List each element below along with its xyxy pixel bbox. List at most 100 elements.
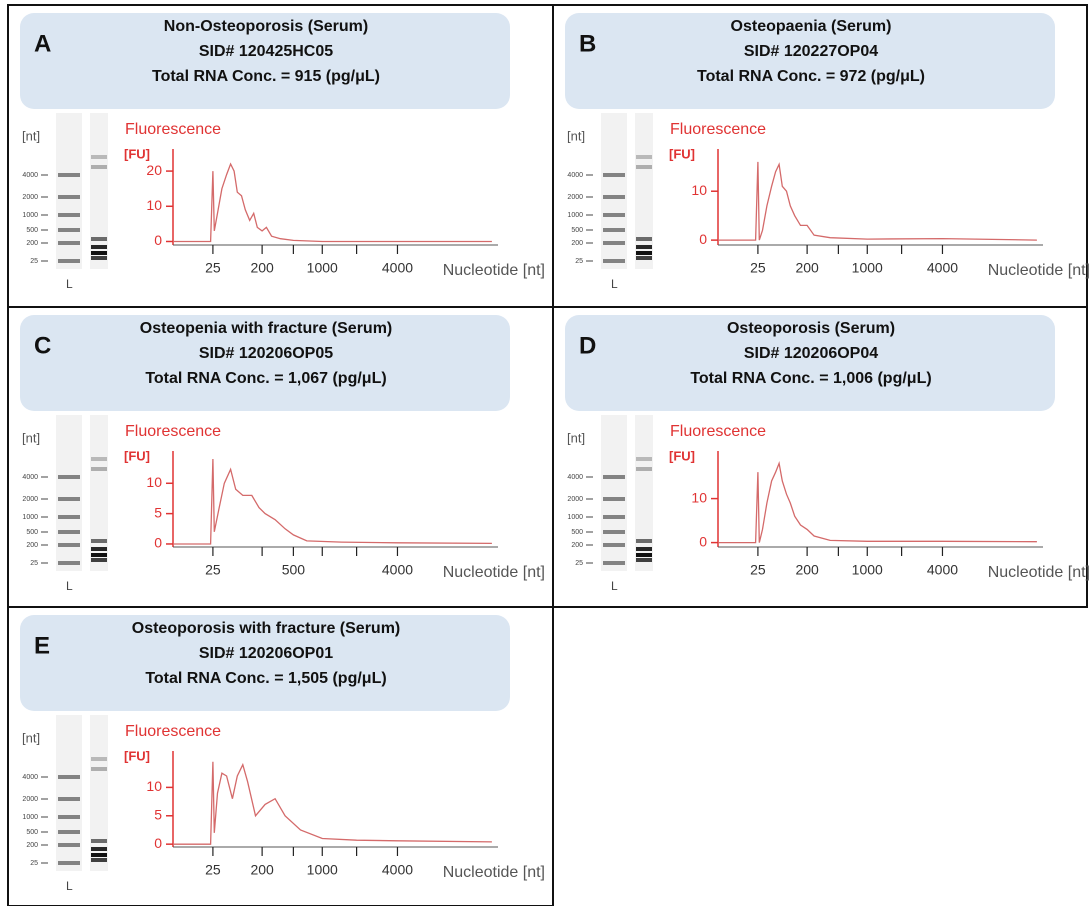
trace xyxy=(718,162,1037,240)
x-tick-label: 25 xyxy=(205,562,221,578)
gel-ladder-band xyxy=(603,561,625,565)
gel-unit: [nt] xyxy=(22,128,40,143)
gel-ladder-label: 25 xyxy=(30,258,38,265)
panel-subtitle: Total RNA Conc. = 1,505 (pg/μL) xyxy=(145,670,386,687)
gel-ladder-label: 4000 xyxy=(22,774,38,781)
x-tick-label: 200 xyxy=(250,260,274,276)
x-axis-label: Nucleotide [nt] xyxy=(988,564,1090,581)
x-tick-label: 4000 xyxy=(382,562,413,578)
gel-sample-band xyxy=(91,165,107,169)
gel-ladder-label: 2000 xyxy=(567,496,583,503)
gel-sample-band xyxy=(91,251,107,255)
gel-sample-band xyxy=(91,839,107,843)
gel-ladder-band xyxy=(603,515,625,519)
gel-ladder-band xyxy=(603,530,625,534)
panel-subtitle: SID# 120425HC05 xyxy=(199,43,333,60)
panel-title: Osteopaenia (Serum) xyxy=(731,18,892,35)
y-tick-label: 10 xyxy=(691,489,707,505)
panel: E Osteoporosis with fracture (Serum) SID# … xyxy=(8,607,553,906)
gel-ladder-label: 4000 xyxy=(22,172,38,179)
gel-ladder-label: 25 xyxy=(575,560,583,567)
gel-ladder-band xyxy=(603,241,625,245)
x-tick-label: 500 xyxy=(282,562,306,578)
gel-ladder-band xyxy=(58,475,80,479)
gel-sample-band xyxy=(636,558,652,562)
gel-ladder-label: 200 xyxy=(26,542,38,549)
gel-ladder-label: 2000 xyxy=(22,796,38,803)
gel-ladder-label: 1000 xyxy=(22,514,38,521)
gel-sample-band xyxy=(636,165,652,169)
gel-sample-band xyxy=(91,847,107,851)
panel-subtitle: SID# 120206OP05 xyxy=(199,345,333,362)
gel-sample-band xyxy=(91,256,107,260)
gel-ladder-band xyxy=(58,228,80,232)
y-axis-title: Fluorescence xyxy=(670,121,766,138)
gel-ladder-label: 2000 xyxy=(567,194,583,201)
y-tick-label: 5 xyxy=(154,504,162,520)
y-tick-label: 10 xyxy=(146,197,162,213)
gel-ladder-band xyxy=(58,543,80,547)
gel-sample-band xyxy=(636,553,652,557)
y-tick-label: 0 xyxy=(154,232,162,248)
panel-subtitle: Total RNA Conc. = 1,006 (pg/μL) xyxy=(690,370,931,387)
gel-ladder-band xyxy=(58,797,80,801)
gel-sample-band xyxy=(636,539,652,543)
gel-sample-band xyxy=(636,467,652,471)
gel-lane xyxy=(56,715,82,871)
x-tick-label: 25 xyxy=(750,260,766,276)
gel-ladder-band xyxy=(58,213,80,217)
x-tick-label: 25 xyxy=(750,562,766,578)
y-axis-label: [FU] xyxy=(124,146,150,161)
y-tick-label: 10 xyxy=(146,778,162,794)
gel-ladder-band xyxy=(58,830,80,834)
panel-title: Non-Osteoporosis (Serum) xyxy=(164,18,368,35)
panel-title: Osteopenia with fracture (Serum) xyxy=(140,320,393,337)
y-axis-label: [FU] xyxy=(669,146,695,161)
panel-title: Osteoporosis with fracture (Serum) xyxy=(132,620,401,637)
gel-lane-label: L xyxy=(66,879,73,893)
gel-ladder-label: 500 xyxy=(571,529,583,536)
x-tick-label: 4000 xyxy=(382,260,413,276)
y-tick-label: 0 xyxy=(154,835,162,851)
gel-ladder-label: 200 xyxy=(26,842,38,849)
gel-ladder-band xyxy=(58,195,80,199)
gel-unit: [nt] xyxy=(567,430,585,445)
gel-ladder-label: 25 xyxy=(30,860,38,867)
y-axis-label: [FU] xyxy=(124,748,150,763)
gel-ladder-label: 200 xyxy=(26,240,38,247)
gel-sample-band xyxy=(91,237,107,241)
x-tick-label: 1000 xyxy=(852,260,883,276)
gel-sample-band xyxy=(91,767,107,771)
x-tick-label: 1000 xyxy=(307,862,338,878)
panel-letter: E xyxy=(34,632,50,659)
gel-unit: [nt] xyxy=(22,730,40,745)
y-tick-label: 0 xyxy=(699,231,707,247)
x-tick-label: 1000 xyxy=(307,260,338,276)
y-axis-title: Fluorescence xyxy=(125,423,221,440)
gel-ladder-label: 500 xyxy=(571,227,583,234)
gel-sample-band xyxy=(636,256,652,260)
gel-lane xyxy=(601,415,627,571)
y-tick-label: 10 xyxy=(691,182,707,198)
gel-ladder-label: 500 xyxy=(26,227,38,234)
y-axis-label: [FU] xyxy=(669,448,695,463)
y-axis-title: Fluorescence xyxy=(670,423,766,440)
x-tick-label: 200 xyxy=(250,862,274,878)
trace xyxy=(173,164,492,242)
panel-title: Osteoporosis (Serum) xyxy=(727,320,895,337)
x-tick-label: 200 xyxy=(795,260,819,276)
x-tick-label: 25 xyxy=(205,260,221,276)
panel-subtitle: SID# 120206OP01 xyxy=(199,645,333,662)
gel-ladder-label: 2000 xyxy=(22,194,38,201)
gel-ladder-band xyxy=(603,259,625,263)
gel-ladder-band xyxy=(603,543,625,547)
gel-sample-band xyxy=(91,553,107,557)
gel-sample-band xyxy=(91,853,107,857)
gel-sample-band xyxy=(636,457,652,461)
x-tick-label: 4000 xyxy=(927,562,958,578)
panel-subtitle: Total RNA Conc. = 1,067 (pg/μL) xyxy=(145,370,386,387)
gel-ladder-band xyxy=(603,195,625,199)
gel-ladder-label: 200 xyxy=(571,240,583,247)
x-tick-label: 25 xyxy=(205,862,221,878)
